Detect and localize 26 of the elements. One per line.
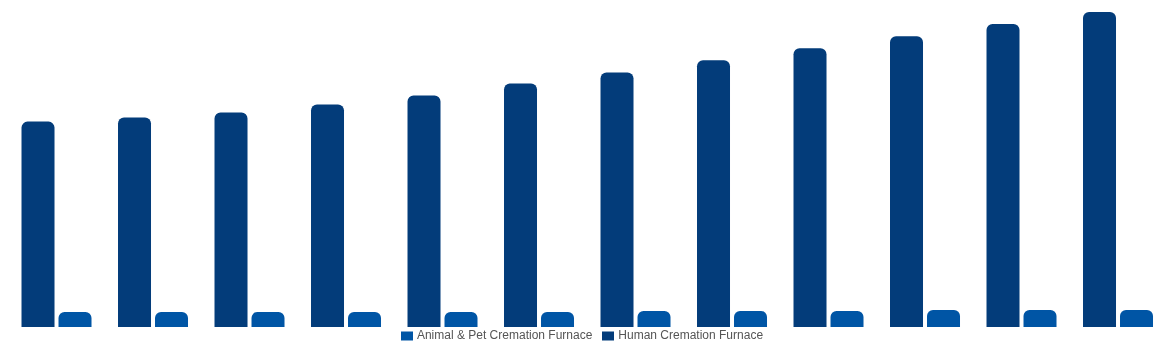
bar <box>927 309 961 327</box>
bar <box>155 311 189 327</box>
legend-label: Animal & Pet Cremation Furnace <box>416 328 593 342</box>
bar <box>1023 309 1057 327</box>
bar <box>793 48 827 327</box>
legend-label: Human Cremation Furnace <box>618 328 764 342</box>
bar <box>58 311 92 327</box>
bar <box>734 310 768 327</box>
bar <box>986 23 1020 327</box>
bar <box>21 121 55 327</box>
bar <box>504 83 538 327</box>
bar <box>214 112 248 327</box>
bar <box>118 117 152 327</box>
bar <box>1083 12 1117 327</box>
bar <box>637 310 671 327</box>
bar <box>348 311 382 327</box>
bar <box>890 36 924 327</box>
bar <box>830 310 864 327</box>
bar <box>444 311 478 327</box>
bar <box>251 311 285 327</box>
bar <box>407 95 441 327</box>
bar <box>541 311 575 327</box>
bar <box>311 104 345 327</box>
bar <box>697 60 731 327</box>
bar <box>600 72 634 327</box>
bar <box>1120 309 1154 327</box>
